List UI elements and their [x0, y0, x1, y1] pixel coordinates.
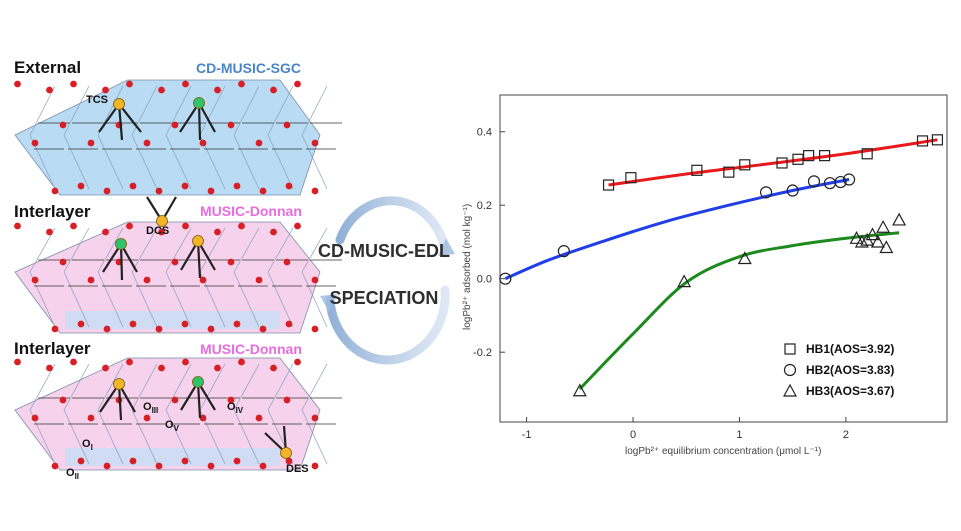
fit-line-circle	[504, 178, 850, 281]
x-axis: -1 0 1 2	[522, 417, 849, 441]
model-label-cd-music-sgc: CD-MUSIC-SGC	[196, 60, 301, 76]
speciation-cycle-arrow	[320, 196, 455, 365]
y-tick-label: -0.2	[473, 347, 492, 359]
fit-line-triangle	[578, 231, 900, 390]
layer-label-interlayer-1: Interlayer	[14, 202, 91, 221]
x-axis-title: logPb²⁺ equilibrium concentration (μmol …	[625, 446, 821, 457]
fit-line-square	[608, 138, 938, 187]
triangle-marker	[782, 383, 798, 397]
triangle-marker	[572, 383, 587, 397]
circle-marker	[842, 173, 856, 186]
x-tick-label: 0	[630, 429, 636, 441]
mineral-layer-3	[14, 357, 342, 471]
svg-text:OIV: OIV	[227, 401, 244, 415]
y-tick-label: 0.0	[477, 274, 492, 286]
dcs-site	[146, 196, 177, 227]
square-marker	[861, 148, 873, 160]
interlayer2-green-site	[180, 376, 216, 419]
circle-marker	[834, 175, 847, 189]
legend-entry-triangle: HB3(AOS=3.67)	[806, 384, 894, 398]
triangle-marker	[854, 234, 869, 248]
square-marker	[739, 159, 751, 171]
lattice-edges	[29, 363, 342, 465]
interlayer1-gold-site	[180, 235, 216, 279]
circle-marker	[759, 186, 773, 199]
y-axis-title: logPb²⁺ adsorbed (mol kg⁻¹)	[462, 204, 473, 330]
legend-entry-circle: HB2(AOS=3.83)	[806, 363, 894, 377]
model-label-music-donnan-2: MUSIC-Donnan	[200, 341, 302, 357]
octahedral-sheet	[14, 221, 321, 334]
x-tick-label: 1	[736, 429, 742, 441]
circle-marker	[807, 175, 821, 188]
y-tick-label: 0.2	[477, 200, 492, 212]
center-label-cd-music-edl: CD-MUSIC-EDL	[318, 241, 450, 261]
mineral-layer-1	[14, 79, 342, 196]
circle-marker	[557, 245, 570, 258]
fit-lines	[504, 138, 938, 390]
square-marker	[625, 172, 637, 184]
x-tick-label: -1	[522, 429, 532, 441]
square-marker	[776, 157, 788, 169]
triangle-marker	[737, 251, 752, 265]
svg-text:OV: OV	[165, 419, 180, 433]
model-label-music-donnan-1: MUSIC-Donnan	[200, 203, 302, 219]
square-marker	[916, 135, 929, 147]
interlayer-band	[65, 311, 280, 329]
triangle-marker	[879, 240, 894, 254]
square-marker	[931, 134, 944, 146]
square-marker	[792, 153, 804, 165]
square-marker	[803, 150, 815, 162]
site-label-o-v: OV	[165, 419, 180, 433]
center-label-speciation: SPECIATION	[330, 288, 439, 308]
interlayer2-gold-site	[99, 378, 136, 421]
circle-marker	[786, 184, 799, 197]
plot-frame	[499, 94, 948, 423]
triangle-marker	[677, 274, 692, 288]
svg-text:OI: OI	[82, 438, 93, 452]
site-label-o-iii: OIII	[143, 401, 158, 415]
triangle-marker	[849, 231, 864, 244]
circle-marker	[499, 272, 512, 285]
site-label-dcs: DCS	[146, 225, 169, 237]
lattice-edges	[29, 227, 342, 328]
triangle-marker	[865, 227, 880, 241]
square-marker	[723, 166, 735, 178]
square-marker	[784, 343, 796, 355]
square-marker	[602, 179, 615, 191]
triangle-marker	[892, 212, 907, 226]
des-site	[264, 425, 292, 459]
y-axis: -0.2 0.0 0.2 0.4	[473, 127, 505, 359]
adsorption-chart: -0.2 0.0 0.2 0.4 -1 0 1 2 HB1(AOS=3.92) HB2(AOS…	[462, 94, 948, 457]
x-tick-label: 2	[843, 429, 849, 441]
svg-text:OII: OII	[66, 467, 79, 481]
layered-structure-diagram	[14, 79, 342, 471]
layer-label-external: External	[14, 58, 81, 77]
site-label-o-ii: OII	[66, 467, 79, 481]
data-markers	[499, 134, 944, 397]
tcs-site	[98, 98, 142, 141]
svg-text:OIII: OIII	[143, 401, 158, 415]
circle-marker	[783, 363, 797, 377]
site-label-tcs: TCS	[86, 94, 108, 106]
mineral-layer-2	[14, 221, 342, 334]
square-marker	[819, 150, 831, 162]
site-label-o-iv: OIV	[227, 401, 244, 415]
interlayer1-green-site	[102, 238, 138, 281]
external-green-site	[179, 97, 216, 141]
square-marker	[691, 164, 703, 176]
site-label-des: DES	[286, 463, 309, 475]
triangle-marker	[876, 220, 891, 233]
adsorption-sites	[98, 97, 292, 459]
interlayer-band	[65, 448, 280, 466]
y-tick-label: 0.4	[477, 127, 492, 139]
layer-label-interlayer-2: Interlayer	[14, 339, 91, 358]
oxygen-atoms	[14, 222, 319, 333]
legend-entry-square: HB1(AOS=3.92)	[806, 342, 894, 356]
legend: HB1(AOS=3.92) HB2(AOS=3.83) HB3(AOS=3.67)	[782, 342, 894, 398]
triangle-marker	[870, 234, 885, 248]
site-label-o-i: OI	[82, 438, 93, 452]
oxygen-atoms	[14, 80, 319, 195]
